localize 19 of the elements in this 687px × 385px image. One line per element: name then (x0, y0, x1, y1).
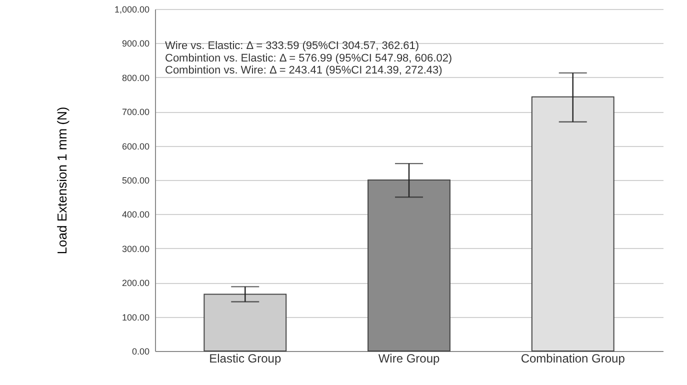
annotation: Combintion vs. Elastic: Δ = 576.99 (95%CI 547.98, 606.02) (165, 52, 452, 64)
y-tick-label: 700.00 (122, 107, 150, 118)
y-tick-label: 100.00 (122, 312, 150, 322)
bar (531, 96, 614, 352)
y-tick-label: 0.00 (132, 346, 150, 356)
y-tick-label: 600.00 (122, 141, 150, 152)
y-tick-label: 300.00 (122, 244, 150, 254)
x-tick-label: Elastic Group (209, 352, 282, 366)
x-tick-label: Combination Group (520, 352, 626, 366)
y-tick-label: 500.00 (122, 176, 150, 186)
y-tick-label: 800.00 (122, 72, 150, 83)
y-tick-label: 1,000.00 (114, 4, 150, 14)
x-tick-label: Wire Group (378, 352, 440, 366)
y-axis-title: Load Extension 1 mm (N) (54, 106, 70, 254)
y-tick-label: 900.00 (122, 38, 150, 49)
y-tick-label: 400.00 (122, 210, 150, 220)
y-tick-label: 200.00 (122, 278, 150, 288)
annotation: Combintion vs. Wire: Δ = 243.41 (95%CI 214.39, 272.43) (165, 64, 442, 77)
annotation: Wire vs. Elastic: Δ = 333.59 (95%CI 304.57, 362.61) (165, 40, 420, 52)
